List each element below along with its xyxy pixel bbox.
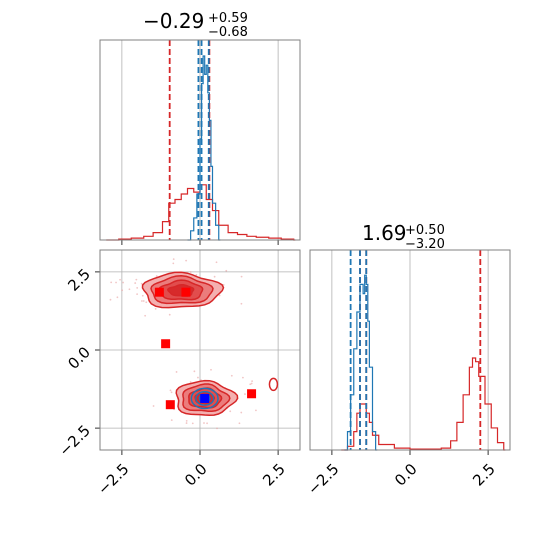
scatter-point bbox=[175, 371, 178, 373]
title-param-2-plus: +0.50 bbox=[405, 223, 445, 238]
scatter-point bbox=[238, 422, 241, 425]
scatter-point bbox=[203, 422, 205, 424]
red-marker-2 bbox=[161, 339, 171, 349]
scatter-point bbox=[144, 314, 147, 317]
red-marker-0 bbox=[154, 287, 164, 297]
scatter-point bbox=[189, 271, 192, 273]
scatter-point bbox=[185, 259, 188, 262]
y-tick-label-0: −2.5 bbox=[56, 421, 94, 459]
scatter-point bbox=[116, 296, 119, 299]
scatter-point bbox=[119, 278, 121, 281]
scatter-point bbox=[121, 289, 124, 292]
scatter-point bbox=[135, 278, 138, 281]
scatter-point bbox=[255, 409, 257, 412]
hist-p1-series-a bbox=[187, 55, 221, 241]
scatter-point bbox=[191, 422, 194, 425]
scatter-point bbox=[230, 374, 233, 377]
scatter-point bbox=[169, 389, 172, 392]
title-param-1-median: −0.29 bbox=[143, 9, 204, 33]
scatter-point bbox=[172, 262, 175, 265]
scatter-point bbox=[136, 293, 139, 295]
top-frame bbox=[99, 39, 301, 241]
scatter-point bbox=[168, 313, 171, 316]
scatter-point bbox=[195, 273, 198, 276]
title-param-1: −0.29 +0.59 −0.68 bbox=[143, 9, 248, 40]
scatter-point bbox=[140, 282, 143, 285]
scatter-point bbox=[193, 370, 196, 373]
scatter-point bbox=[172, 258, 175, 261]
scatter-point bbox=[216, 427, 218, 430]
scatter-point bbox=[155, 275, 158, 277]
contour-b-small bbox=[268, 377, 279, 392]
scatter-point bbox=[215, 261, 218, 264]
scatter-point bbox=[122, 281, 125, 284]
scatter-point bbox=[142, 300, 145, 302]
title-param-2: 1.69 +0.50 −3.20 bbox=[362, 221, 445, 252]
title-param-2-minus: −3.20 bbox=[405, 237, 445, 252]
scatter-point bbox=[185, 420, 188, 422]
scatter-point bbox=[249, 383, 252, 386]
title-param-2-median: 1.69 bbox=[362, 221, 407, 245]
scatter-point bbox=[134, 282, 137, 284]
y-tick-labels: −2.5 0.0 2.5 bbox=[56, 265, 94, 460]
scatter-point bbox=[109, 298, 112, 301]
y-tick-label-2: 2.5 bbox=[64, 265, 94, 295]
scatter-point bbox=[250, 382, 253, 385]
scatter-point bbox=[141, 300, 143, 302]
scatter-point bbox=[240, 302, 243, 305]
scatter-point bbox=[110, 281, 113, 284]
scatter-point bbox=[206, 422, 208, 425]
scatter-point bbox=[128, 288, 131, 291]
x-tick-label-p2-2: 2.5 bbox=[469, 460, 499, 490]
scatter-point bbox=[244, 393, 246, 395]
scatter-point bbox=[240, 275, 243, 278]
scatter-point bbox=[115, 281, 117, 284]
scatter-point bbox=[213, 275, 216, 278]
x-tick-label-p2-1: 0.0 bbox=[391, 460, 421, 490]
scatter-point bbox=[141, 294, 144, 297]
x-tick-label-p1-1: 0.0 bbox=[181, 460, 211, 490]
x-tick-label-p1-2: 2.5 bbox=[259, 460, 289, 490]
red-marker-1 bbox=[181, 287, 191, 297]
x-tick-label-p2-0: −2.5 bbox=[304, 460, 342, 498]
scatter-point bbox=[240, 411, 243, 414]
scatter-point bbox=[197, 376, 199, 379]
panel-2d-density bbox=[95, 249, 301, 455]
blue-marker bbox=[200, 393, 210, 403]
panel-hist-param-1 bbox=[99, 39, 301, 245]
title-param-1-minus: −0.68 bbox=[208, 25, 248, 40]
x-tick-labels-param-1: −2.5 0.0 2.5 bbox=[94, 460, 289, 498]
scatter-point bbox=[222, 283, 225, 286]
red-marker-3 bbox=[165, 400, 175, 410]
scatter-point bbox=[145, 301, 148, 304]
scatter-point bbox=[170, 419, 173, 421]
y-tick-label-1: 0.0 bbox=[64, 343, 94, 373]
scatter-point bbox=[242, 376, 244, 379]
right-frame bbox=[309, 249, 511, 451]
scatter-point bbox=[154, 307, 157, 310]
title-param-1-plus: +0.59 bbox=[208, 11, 248, 26]
red-marker-4 bbox=[247, 389, 257, 399]
scatter-point bbox=[136, 287, 139, 289]
x-tick-label-p1-0: −2.5 bbox=[94, 460, 132, 498]
scatter-point bbox=[210, 368, 212, 371]
x-tick-labels-param-2: −2.5 0.0 2.5 bbox=[304, 460, 499, 498]
scatter-point bbox=[251, 380, 254, 383]
scatter-point bbox=[185, 422, 188, 424]
contour-a-level-1 bbox=[195, 391, 215, 406]
scatter-point bbox=[229, 410, 232, 413]
panel-hist-param-2 bbox=[309, 249, 511, 455]
contour-a-level-0 bbox=[190, 387, 219, 410]
scatter-point bbox=[189, 381, 192, 383]
scatter-point bbox=[225, 269, 228, 272]
scatter-frame bbox=[99, 249, 301, 451]
scatter-point bbox=[152, 405, 155, 407]
scatter-point bbox=[170, 391, 173, 394]
scatter-point bbox=[218, 294, 221, 297]
